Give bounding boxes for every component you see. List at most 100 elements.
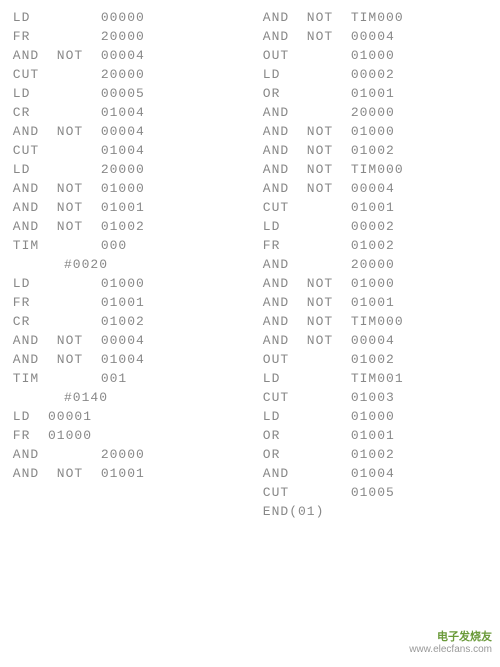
instruction-line: LD 01000 bbox=[254, 407, 395, 426]
instruction-line: AND NOT 01002 bbox=[4, 217, 145, 236]
instruction-row: LD 01000 bbox=[4, 274, 246, 293]
instruction-line: CUT 01005 bbox=[254, 483, 395, 502]
constant-value: #0020 bbox=[4, 255, 108, 274]
instruction-row: AND NOT TIM000 bbox=[254, 8, 496, 27]
instruction-line: AND NOT TIM000 bbox=[254, 8, 404, 27]
instruction-line: AND NOT TIM000 bbox=[254, 160, 404, 179]
instruction-line: END(01) bbox=[254, 502, 377, 521]
instruction-line: LD 00002 bbox=[254, 65, 395, 84]
instruction-row: TIM 000 bbox=[4, 236, 246, 255]
instruction-line: CUT 20000 bbox=[4, 65, 145, 84]
instruction-line: CUT 01004 bbox=[4, 141, 145, 160]
instruction-line: AND NOT 01004 bbox=[4, 350, 145, 369]
instruction-line: AND 20000 bbox=[254, 255, 395, 274]
instruction-row: LD 00002 bbox=[254, 217, 496, 236]
instruction-line: AND NOT 00004 bbox=[254, 179, 395, 198]
instruction-line: OR 01002 bbox=[254, 445, 395, 464]
instruction-line: OUT 01000 bbox=[254, 46, 395, 65]
instruction-line: FR 01001 bbox=[4, 293, 145, 312]
instruction-line: FR 20000 bbox=[4, 27, 145, 46]
instruction-line: FR 01000 bbox=[4, 426, 92, 445]
instruction-line: LD 20000 bbox=[4, 160, 145, 179]
instruction-row: LD 20000 bbox=[4, 160, 246, 179]
instruction-row: AND 20000 bbox=[254, 103, 496, 122]
instruction-row: END(01) bbox=[254, 502, 496, 521]
instruction-line: OR 01001 bbox=[254, 426, 395, 445]
instruction-line: LD 00000 bbox=[4, 8, 145, 27]
instruction-row: CUT 01004 bbox=[4, 141, 246, 160]
instruction-line: CR 01004 bbox=[4, 103, 145, 122]
instruction-line: AND NOT 01001 bbox=[4, 464, 145, 483]
instruction-row: AND NOT TIM000 bbox=[254, 160, 496, 179]
program-listing: LD 00000 FR 20000 AND NOT 00004 CUT 2000… bbox=[0, 0, 500, 529]
instruction-line: LD 00001 bbox=[4, 407, 92, 426]
instruction-row: AND NOT TIM000 bbox=[254, 312, 496, 331]
instruction-line: TIM 000 bbox=[4, 236, 127, 255]
instruction-row: CUT 20000 bbox=[4, 65, 246, 84]
instruction-line: AND 01004 bbox=[254, 464, 395, 483]
instruction-line: AND NOT 01001 bbox=[254, 293, 395, 312]
instruction-row: OUT 01002 bbox=[254, 350, 496, 369]
instruction-row: CUT 01005 bbox=[254, 483, 496, 502]
instruction-row: AND NOT 01001 bbox=[4, 464, 246, 483]
instruction-row: OR 01002 bbox=[254, 445, 496, 464]
instruction-row: AND 20000 bbox=[254, 255, 496, 274]
instruction-row: AND NOT 01000 bbox=[254, 274, 496, 293]
left-column: LD 00000 FR 20000 AND NOT 00004 CUT 2000… bbox=[4, 8, 250, 521]
instruction-row: LD 00001 bbox=[4, 407, 246, 426]
instruction-row: CUT 01003 bbox=[254, 388, 496, 407]
instruction-line: AND NOT 01001 bbox=[4, 198, 145, 217]
instruction-line: OR 01001 bbox=[254, 84, 395, 103]
instruction-row: AND NOT 01000 bbox=[254, 122, 496, 141]
instruction-row: AND NOT 01002 bbox=[4, 217, 246, 236]
instruction-line: AND NOT 01000 bbox=[254, 122, 395, 141]
instruction-row: AND 01004 bbox=[254, 464, 496, 483]
instruction-row: FR 01002 bbox=[254, 236, 496, 255]
instruction-row: AND 20000 bbox=[4, 445, 246, 464]
watermark-brand: 电子发烧友 bbox=[409, 628, 492, 644]
instruction-line: CR 01002 bbox=[4, 312, 145, 331]
instruction-row: FR 01001 bbox=[4, 293, 246, 312]
instruction-row: AND NOT 00004 bbox=[4, 122, 246, 141]
instruction-row: OR 01001 bbox=[254, 426, 496, 445]
instruction-row: CUT 01001 bbox=[254, 198, 496, 217]
instruction-line: AND NOT 00004 bbox=[4, 122, 145, 141]
instruction-line: LD 00002 bbox=[254, 217, 395, 236]
instruction-line: AND NOT 00004 bbox=[254, 331, 395, 350]
instruction-row: CR 01004 bbox=[4, 103, 246, 122]
instruction-line: LD TIM001 bbox=[254, 369, 404, 388]
instruction-row: LD 01000 bbox=[254, 407, 496, 426]
instruction-line: FR 01002 bbox=[254, 236, 395, 255]
instruction-row: OR 01001 bbox=[254, 84, 496, 103]
instruction-line: AND NOT 01002 bbox=[254, 141, 395, 160]
instruction-row: AND NOT 01002 bbox=[254, 141, 496, 160]
instruction-line: TIM 001 bbox=[4, 369, 127, 388]
watermark: 电子发烧友 www.elecfans.com bbox=[409, 628, 492, 655]
instruction-line: LD 01000 bbox=[4, 274, 145, 293]
instruction-row: TIM 001 bbox=[4, 369, 246, 388]
instruction-row: AND NOT 01001 bbox=[254, 293, 496, 312]
instruction-line: AND NOT 00004 bbox=[4, 331, 145, 350]
instruction-line: AND NOT TIM000 bbox=[254, 312, 404, 331]
instruction-row: LD TIM001 bbox=[254, 369, 496, 388]
instruction-line: CUT 01003 bbox=[254, 388, 395, 407]
instruction-row: AND NOT 00004 bbox=[254, 179, 496, 198]
instruction-line: AND 20000 bbox=[4, 445, 145, 464]
instruction-row: FR 20000 bbox=[4, 27, 246, 46]
instruction-row: #0020 bbox=[4, 255, 246, 274]
watermark-url: www.elecfans.com bbox=[409, 644, 492, 655]
instruction-row: AND NOT 01000 bbox=[4, 179, 246, 198]
instruction-row: AND NOT 00004 bbox=[4, 331, 246, 350]
right-column: AND NOT TIM000 AND NOT 00004 OUT 01000 L… bbox=[250, 8, 496, 521]
instruction-row: AND NOT 00004 bbox=[4, 46, 246, 65]
instruction-line: AND NOT 00004 bbox=[4, 46, 145, 65]
constant-value: #0140 bbox=[4, 388, 108, 407]
instruction-line: OUT 01002 bbox=[254, 350, 395, 369]
instruction-row: AND NOT 00004 bbox=[254, 331, 496, 350]
instruction-line: AND NOT 01000 bbox=[4, 179, 145, 198]
instruction-row: #0140 bbox=[4, 388, 246, 407]
instruction-row: FR 01000 bbox=[4, 426, 246, 445]
instruction-row: CR 01002 bbox=[4, 312, 246, 331]
instruction-row: AND NOT 01004 bbox=[4, 350, 246, 369]
instruction-line: AND NOT 00004 bbox=[254, 27, 395, 46]
